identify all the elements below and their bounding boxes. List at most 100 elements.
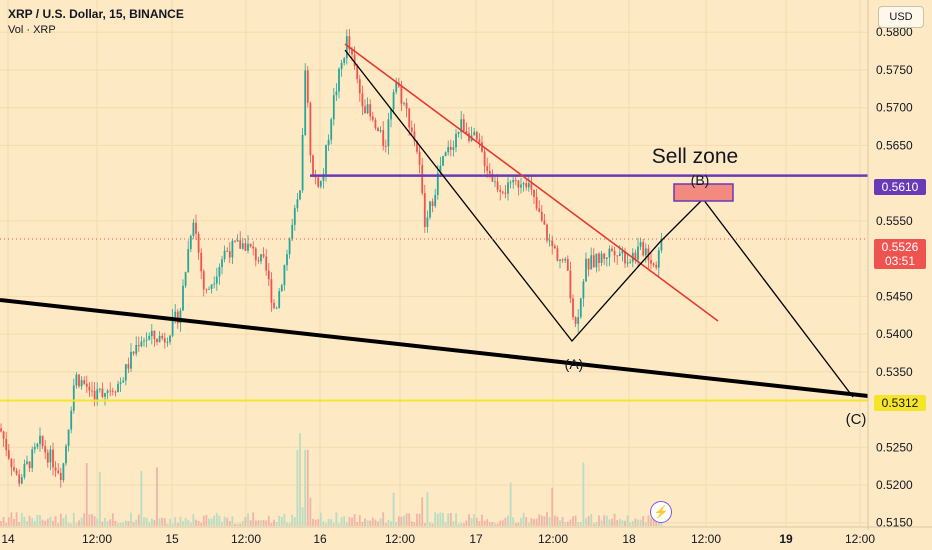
candle-body bbox=[104, 392, 106, 397]
candle-body bbox=[652, 263, 655, 265]
candle-body bbox=[0, 428, 2, 432]
candle-body bbox=[377, 127, 379, 132]
currency-button[interactable]: USD bbox=[878, 6, 924, 28]
volume-bar bbox=[470, 518, 473, 526]
volume-bar bbox=[496, 523, 499, 526]
candle-body bbox=[44, 446, 47, 453]
volume-bar bbox=[106, 521, 109, 526]
volume-bar bbox=[252, 512, 255, 526]
volume-bar bbox=[397, 516, 400, 526]
time-axis[interactable]: 14 12:00 15 12:00 16 12:00 17 12:00 18 12:00 19 12:… bbox=[0, 526, 932, 546]
candle-body bbox=[161, 335, 164, 339]
lightning-icon[interactable]: ⚡ bbox=[650, 501, 672, 523]
candle-body bbox=[270, 279, 273, 303]
drawings[interactable] bbox=[0, 43, 869, 402]
volume-bar bbox=[512, 517, 515, 526]
candle-body bbox=[418, 151, 421, 165]
volume-bar bbox=[538, 514, 541, 526]
candle-body bbox=[421, 164, 424, 194]
volume-bar bbox=[26, 521, 28, 526]
candle-body bbox=[182, 285, 184, 311]
candle-body bbox=[163, 338, 166, 343]
volume-bar bbox=[499, 520, 502, 526]
candle-body bbox=[387, 119, 390, 147]
candle-body bbox=[293, 208, 296, 225]
candle-body bbox=[556, 248, 559, 261]
volume-bar bbox=[569, 519, 572, 526]
candle-body bbox=[660, 239, 663, 251]
candle-body bbox=[91, 390, 93, 392]
volume-bar bbox=[244, 517, 247, 526]
candle-body bbox=[650, 260, 652, 264]
volume-bar bbox=[455, 513, 457, 526]
candle-body bbox=[306, 70, 309, 103]
candle-body bbox=[124, 364, 127, 381]
candle-body bbox=[613, 250, 616, 256]
candle-body bbox=[358, 79, 361, 94]
volume-bar bbox=[551, 487, 554, 526]
candle-body bbox=[361, 93, 364, 107]
volume-bar bbox=[286, 522, 288, 526]
volume-bar bbox=[249, 520, 252, 526]
volume-bar bbox=[132, 522, 135, 526]
candle-body bbox=[254, 248, 257, 261]
volume-bar bbox=[208, 518, 210, 526]
volume-bar bbox=[265, 520, 268, 526]
volume-bar bbox=[595, 522, 598, 526]
candle-body bbox=[273, 302, 275, 308]
volume-bars bbox=[0, 433, 663, 526]
wave-c-label: (C) bbox=[846, 411, 867, 428]
candle-body bbox=[122, 380, 125, 383]
grid bbox=[0, 0, 868, 527]
candle-body bbox=[202, 271, 205, 290]
price-tick-label: 0.5350 bbox=[876, 365, 913, 379]
volume-bar bbox=[57, 523, 60, 526]
volume-bar bbox=[494, 523, 496, 526]
volume-bar bbox=[473, 513, 476, 526]
candle-body bbox=[390, 109, 392, 120]
price-tick-label: 0.5550 bbox=[876, 214, 913, 228]
price-axis[interactable]: 0.5800 0.5750 0.5700 0.5650 0.5550 0.5450 0.54… bbox=[867, 0, 932, 550]
volume-bar bbox=[158, 518, 161, 526]
volume-bar bbox=[114, 520, 117, 526]
candle-body bbox=[109, 390, 112, 392]
candle-body bbox=[460, 119, 463, 133]
volume-legend[interactable]: Vol · XRP bbox=[8, 24, 56, 36]
candle-body bbox=[88, 386, 91, 391]
volume-bar bbox=[221, 521, 223, 526]
time-tick-label: 12:00 bbox=[385, 532, 415, 546]
candle-body bbox=[288, 239, 291, 255]
candle-body bbox=[145, 339, 148, 341]
candle-body bbox=[72, 385, 75, 411]
symbol-title[interactable]: XRP / U.S. Dollar, 15, BINANCE bbox=[8, 7, 184, 21]
volume-bar bbox=[462, 523, 465, 526]
volume-bar bbox=[439, 512, 442, 526]
volume-bar bbox=[525, 517, 528, 526]
candle-body bbox=[299, 190, 301, 200]
candle-body bbox=[371, 116, 374, 120]
volume-bar bbox=[650, 518, 652, 526]
candle-body bbox=[366, 104, 369, 114]
volume-bar bbox=[590, 513, 593, 526]
volume-bar bbox=[559, 520, 561, 526]
volume-bar bbox=[218, 515, 221, 526]
candle-body bbox=[551, 240, 554, 247]
volume-bar bbox=[574, 515, 577, 526]
candle-body bbox=[236, 240, 239, 242]
candle-body bbox=[379, 130, 382, 132]
candle-body bbox=[525, 183, 528, 188]
volume-bar bbox=[520, 518, 522, 526]
candle-body bbox=[579, 298, 582, 318]
volume-bar bbox=[231, 516, 234, 526]
candle-body bbox=[626, 262, 629, 264]
volume-bar bbox=[364, 518, 366, 526]
volume-bar bbox=[28, 515, 31, 526]
volume-bar bbox=[75, 523, 78, 526]
volume-bar bbox=[210, 518, 213, 526]
candle-body bbox=[252, 246, 255, 249]
candle-body bbox=[439, 165, 442, 174]
candle-body bbox=[481, 142, 483, 152]
volume-bar bbox=[429, 522, 431, 526]
